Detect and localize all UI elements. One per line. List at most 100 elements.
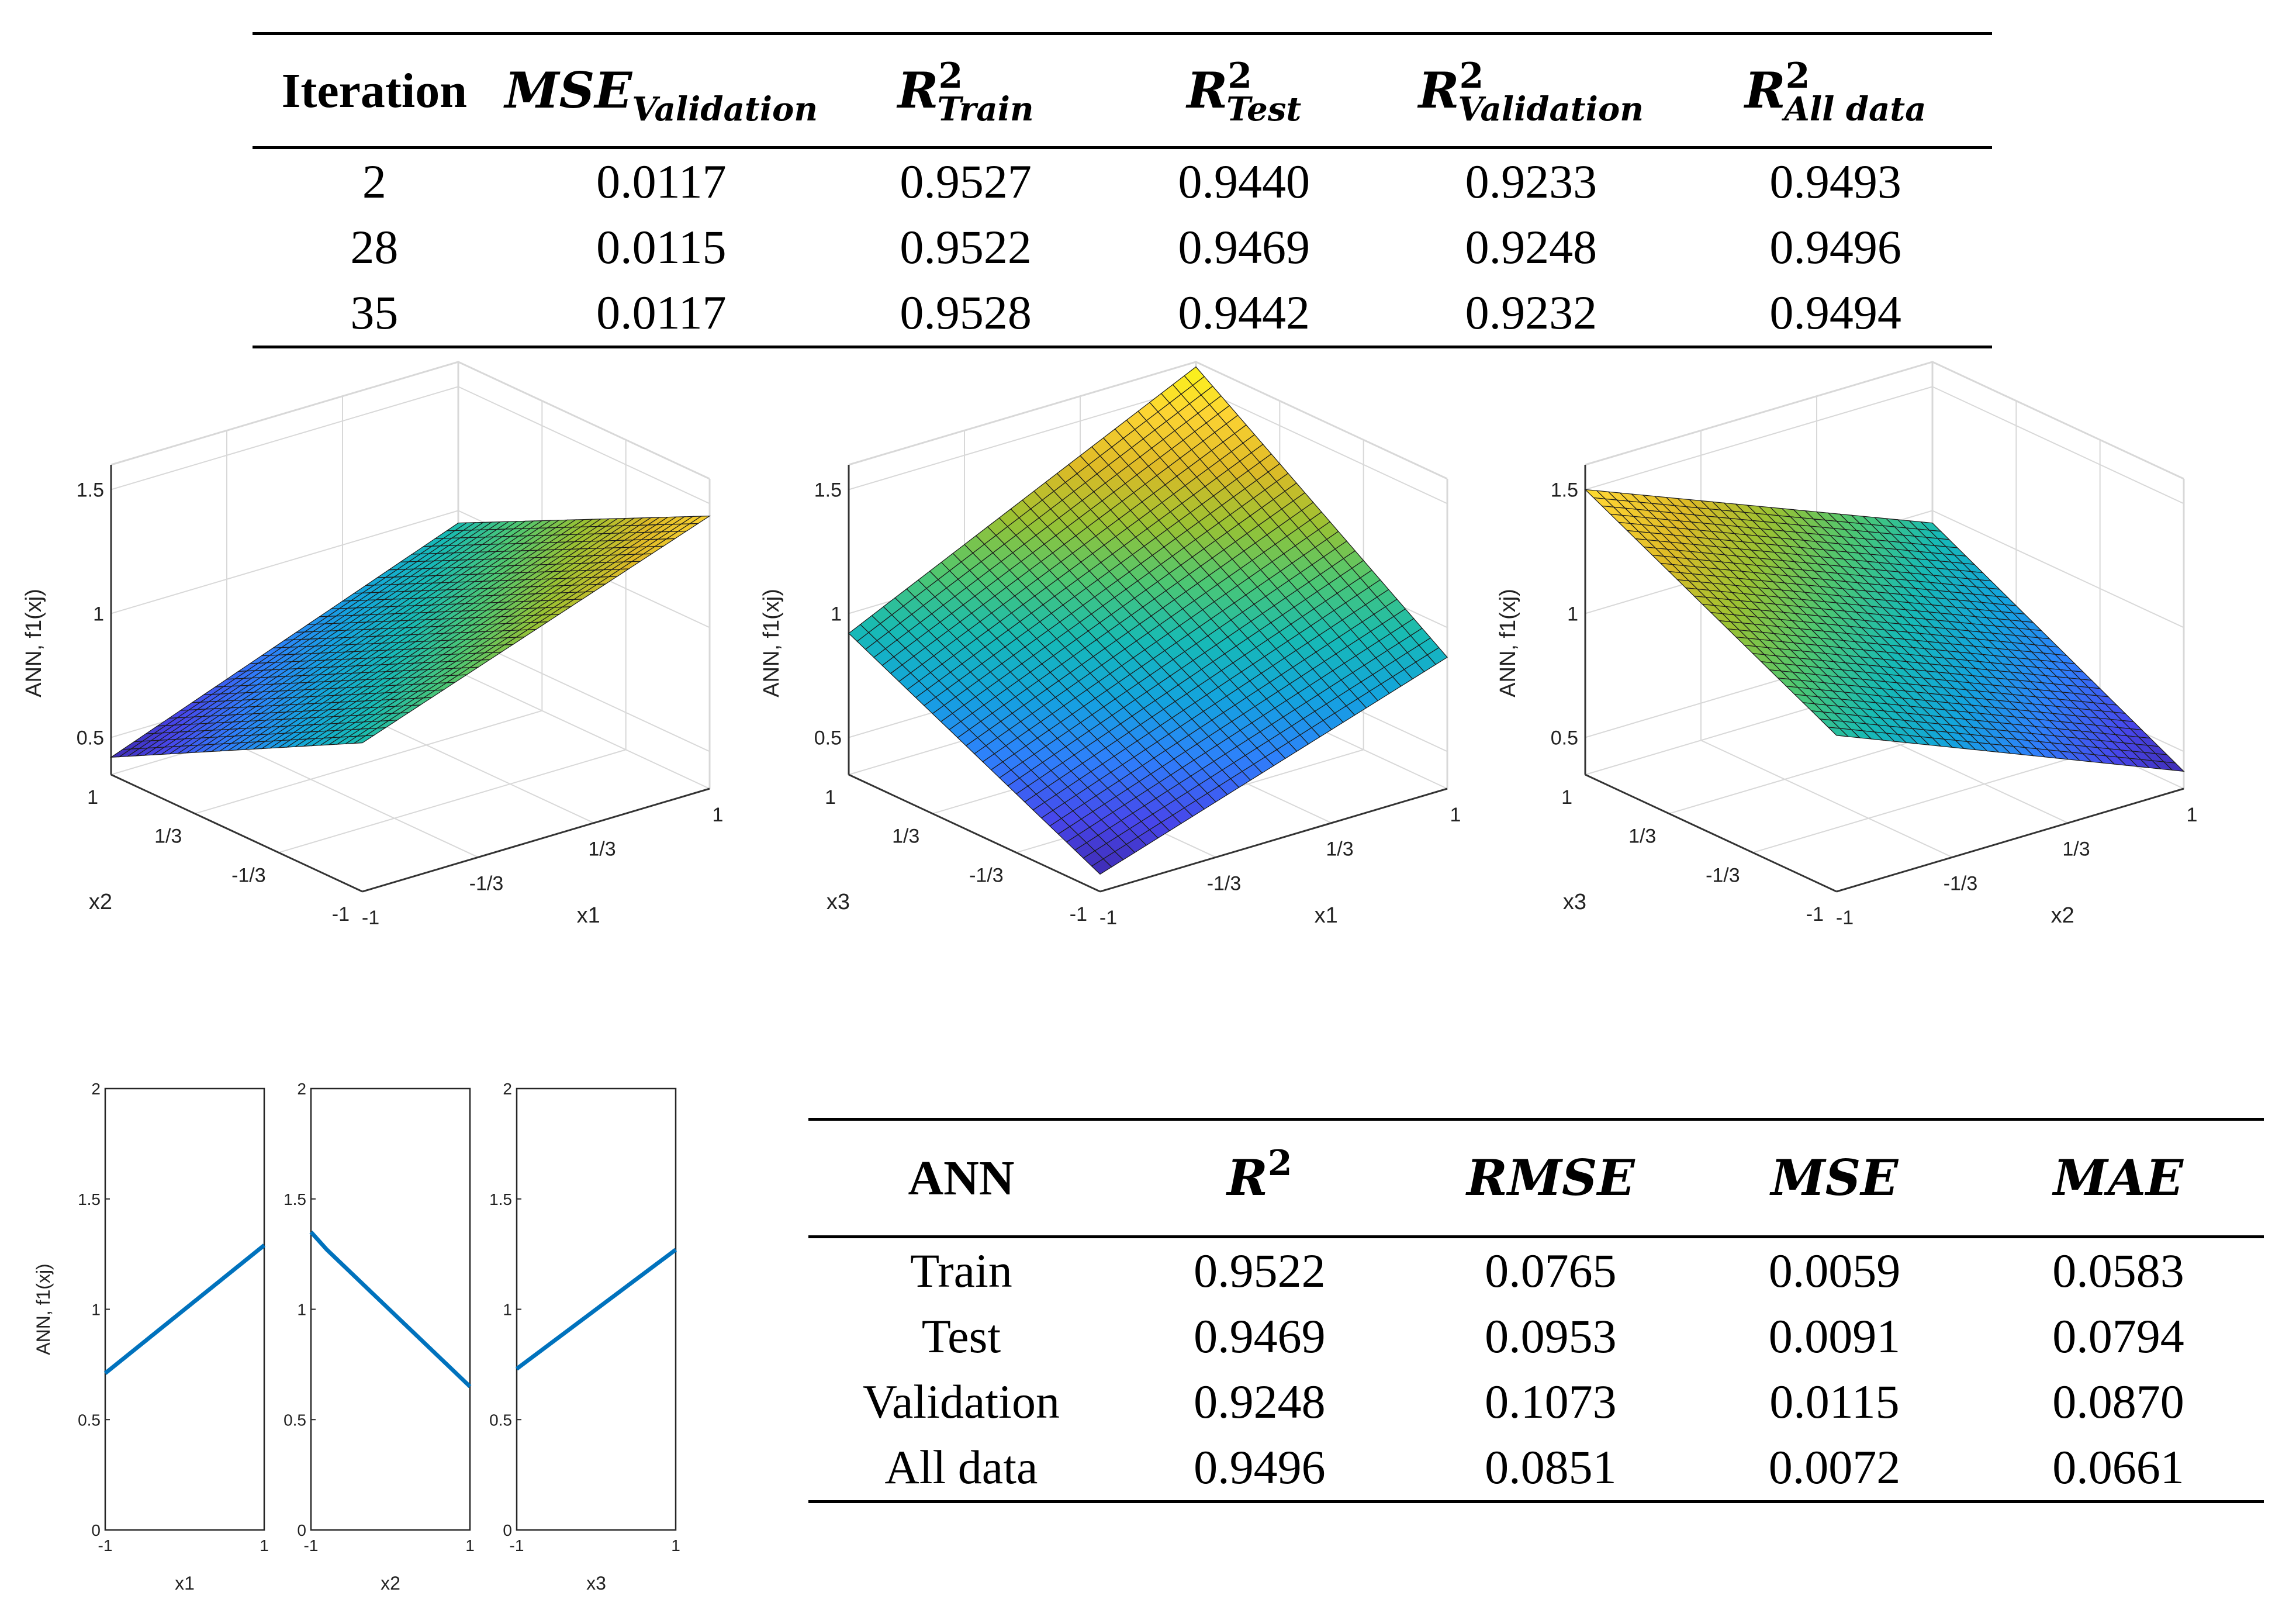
table-row: Validation 0.9248 0.1073 0.0115 0.0870 — [808, 1369, 2264, 1435]
cell-mse: 0.0091 — [1768, 1310, 1901, 1363]
cell-mse-validation: 0.0117 — [596, 155, 727, 208]
cell-mae: 0.0583 — [2052, 1244, 2184, 1297]
cell-r2-validation: 0.9248 — [1465, 220, 1597, 274]
surface-plot-3: 0.5 1 1.5 -1 -1/3 1/3 1 1 1/3 -1/3 -1 x2 x3 ANN, f1(x… — [1496, 361, 2197, 929]
series-line — [515, 1248, 677, 1371]
y-tick-label: 0 — [91, 1521, 101, 1539]
y-tick-label: -1 — [332, 903, 350, 925]
z-tick-label: 1.5 — [814, 479, 842, 501]
cell-r2-all-data: 0.9493 — [1769, 155, 1901, 208]
table-row: Train 0.9522 0.0765 0.0059 0.0583 — [808, 1237, 2264, 1304]
cell-r2-test: 0.9440 — [1178, 155, 1310, 208]
series-line — [309, 1231, 472, 1388]
x-axis-label: x1 — [577, 903, 600, 928]
y-axis-label: x3 — [1563, 890, 1586, 914]
header-mse: MSE — [1771, 1149, 1899, 1207]
cell-iteration: 2 — [362, 155, 386, 208]
x-tick-label: 1 — [671, 1536, 680, 1555]
plot-frame — [310, 1087, 471, 1531]
x-tick-label: 1/3 — [1326, 838, 1353, 861]
x-tick-label: -1 — [1836, 907, 1854, 929]
grid-line — [110, 386, 710, 505]
y-tick-label: 1/3 — [154, 825, 182, 848]
z-tick-label: 1.5 — [1551, 479, 1578, 501]
table-row: 35 0.0117 0.9528 0.9442 0.9232 0.9494 — [253, 280, 1992, 347]
cell-r2: 0.9469 — [1194, 1310, 1326, 1363]
y-tick-label: 0 — [503, 1521, 512, 1539]
surface-mesh — [1584, 489, 2185, 772]
cell-r2-train: 0.9522 — [900, 220, 1032, 274]
surface-mesh — [109, 515, 711, 758]
x-axis-label: x2 — [381, 1573, 400, 1594]
y-axis-line — [848, 773, 1101, 893]
header-r2-train: R2Train — [897, 56, 1034, 129]
cell-mae: 0.0870 — [2052, 1375, 2184, 1428]
cell-iteration: 28 — [350, 220, 399, 274]
surface-mesh — [848, 366, 1448, 875]
iteration-table-header: Iteration MSEValidation R2Train R2Test R… — [253, 34, 1992, 148]
x-tick-label: -1 — [304, 1536, 319, 1555]
cell-mse: 0.0115 — [1769, 1375, 1900, 1428]
y-axis-label: x3 — [827, 890, 850, 914]
header-mae: MAE — [2053, 1149, 2184, 1207]
y-tick-label: 2 — [503, 1080, 512, 1098]
y-axis-line — [110, 773, 363, 893]
cell-set: Validation — [862, 1375, 1060, 1428]
y-tick-label: 0.5 — [489, 1411, 512, 1429]
cell-mse: 0.0072 — [1768, 1441, 1901, 1494]
y-tick-label: -1 — [1070, 903, 1087, 925]
z-axis-label: ANN, f1(xj) — [759, 589, 784, 697]
x-axis-label: x1 — [175, 1573, 195, 1594]
x-tick-label: -1/3 — [1944, 872, 1978, 894]
table-row: All data 0.9496 0.0851 0.0072 0.0661 — [808, 1435, 2264, 1502]
x-axis-line — [1836, 787, 2184, 893]
x-tick-label: 1 — [1450, 804, 1461, 826]
metrics-table: ANN R2 RMSE MSE MAE Train 0.9522 0.0765 … — [808, 1118, 2264, 1503]
cell-set: Train — [910, 1244, 1012, 1297]
y-tick-label: 2 — [91, 1080, 101, 1098]
surface-cell — [1827, 727, 1849, 737]
y-tick-label: 1 — [87, 786, 98, 809]
cell-mse-validation: 0.0117 — [596, 286, 727, 339]
cell-r2: 0.9248 — [1194, 1375, 1326, 1428]
cell-mae: 0.0794 — [2052, 1310, 2184, 1363]
cell-mse: 0.0059 — [1768, 1244, 1901, 1297]
x-tick-label: 1 — [260, 1536, 269, 1555]
header-r2-validation: R2Validation — [1418, 56, 1644, 129]
line-plot-3: 0 0.5 1 1.5 2 -1 1 x3 — [489, 1080, 680, 1594]
cell-iteration: 35 — [350, 286, 399, 339]
y-tick-label: 1.5 — [78, 1190, 101, 1208]
cell-set: All data — [884, 1441, 1038, 1494]
header-rmse: RMSE — [1467, 1149, 1635, 1207]
x-tick-label: 1 — [713, 804, 724, 826]
x-axis-label: x1 — [1315, 903, 1338, 928]
cell-r2: 0.9496 — [1194, 1441, 1326, 1494]
line-plot-1: 0 0.5 1 1.5 2 -1 1 x1 ANN, f1(xj) — [33, 1080, 269, 1594]
cell-set: Test — [921, 1310, 1001, 1363]
cell-rmse: 0.0765 — [1485, 1244, 1617, 1297]
z-tick-label: 0.5 — [814, 727, 842, 749]
cell-r2-all-data: 0.9494 — [1769, 286, 1901, 339]
x-tick-label: 1/3 — [2062, 838, 2090, 861]
y-tick-label: 2 — [297, 1080, 306, 1098]
y-tick-label: -1/3 — [1706, 864, 1740, 886]
x-axis-line — [1099, 787, 1448, 893]
grid-line — [1585, 386, 2184, 505]
cell-r2-validation: 0.9232 — [1465, 286, 1597, 339]
surface-plot-1: 0.5 1 1.5 -1 -1/3 1/3 1 1 1/3 -1/3 -1 x1 x2 ANN, f1(x… — [22, 361, 724, 929]
y-tick-label: 1/3 — [1628, 825, 1656, 848]
x-tick-label: -1 — [510, 1536, 524, 1555]
y-axis-label: ANN, f1(xj) — [33, 1263, 54, 1355]
cell-rmse: 0.1073 — [1485, 1375, 1617, 1428]
z-tick-label: 0.5 — [77, 727, 104, 749]
y-tick-label: 1 — [503, 1301, 512, 1319]
cell-r2-all-data: 0.9496 — [1769, 220, 1901, 274]
z-tick-label: 1 — [1567, 603, 1578, 625]
y-tick-label: -1/3 — [969, 864, 1004, 886]
y-tick-label: 0 — [297, 1521, 306, 1539]
cell-r2-test: 0.9442 — [1178, 286, 1310, 339]
header-r2-test: R2Test — [1187, 56, 1302, 129]
y-axis-label: x2 — [89, 890, 112, 914]
x-tick-label: -1/3 — [1207, 872, 1242, 894]
